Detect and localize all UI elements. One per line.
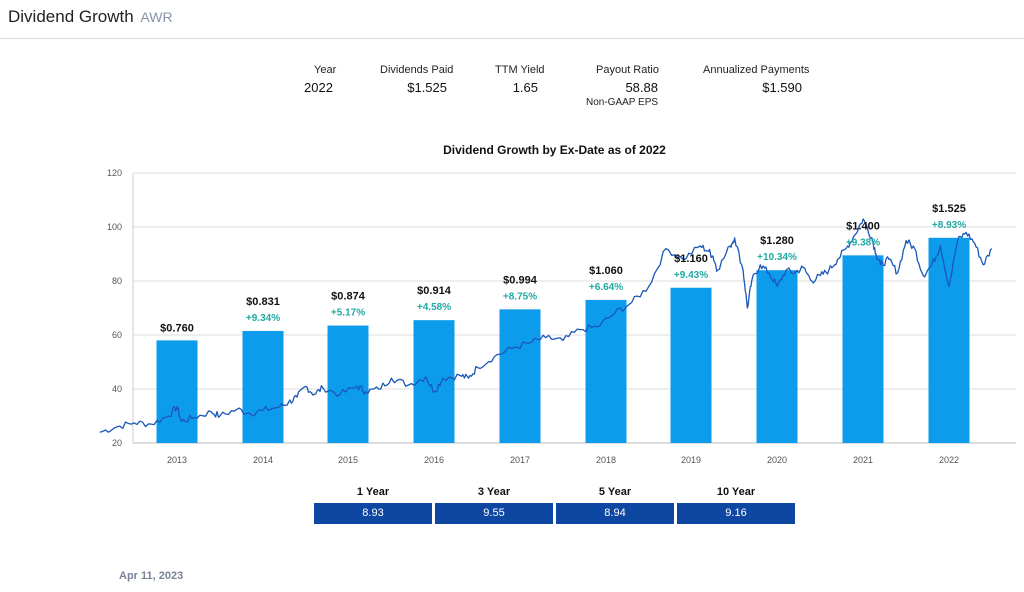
dividend-label: $1.060	[589, 265, 623, 277]
bar-2016	[413, 320, 455, 443]
bar-2015	[327, 325, 369, 443]
y-tick-label: 120	[107, 168, 122, 178]
x-tick-label: 2020	[767, 455, 787, 465]
y-tick-label: 60	[112, 330, 122, 340]
bar-2013	[156, 340, 198, 443]
dividend-growth-chart: Dividend Growth by Ex-Date as of 2022 20 4…	[99, 143, 1016, 465]
annualized-payments-value: $1.590	[762, 80, 802, 95]
y-tick-label: 20	[112, 438, 122, 448]
growth-label: +8.75%	[503, 291, 537, 302]
bars	[156, 237, 970, 443]
growth-label: +9.34%	[246, 313, 280, 324]
x-tick-label: 2013	[167, 455, 187, 465]
period-3y-label: 3 Year	[477, 486, 511, 498]
dividend-label: $0.914	[417, 285, 452, 297]
growth-label: +9.43%	[674, 270, 708, 281]
period-3y-value: 9.55	[435, 503, 553, 524]
y-tick-label: 40	[112, 384, 122, 394]
title-text: Dividend Growth	[8, 7, 134, 26]
dividend-label: $1.400	[846, 220, 880, 232]
x-tick-label: 2021	[853, 455, 873, 465]
annualized-payments-label: Annualized Payments	[703, 64, 810, 76]
x-tick-label: 2022	[939, 455, 959, 465]
payout-ratio-basis: Non-GAAP EPS	[586, 97, 659, 108]
period-5y-label: 5 Year	[598, 486, 632, 498]
period-10y-label: 10 Year	[716, 486, 756, 498]
bar-2021	[842, 255, 884, 443]
page-header: Dividend Growth AWR	[0, 0, 1024, 39]
y-tick-label: 100	[107, 222, 122, 232]
dividend-label: $0.994	[503, 274, 538, 286]
growth-label: +9.38%	[846, 237, 880, 248]
period-10y-value: 9.16	[677, 503, 795, 524]
dividend-label: $1.280	[760, 235, 794, 247]
period-5y-value: 8.94	[556, 503, 674, 524]
growth-label: +6.64%	[589, 282, 623, 293]
growth-label: +10.34%	[757, 252, 797, 263]
as-of-date: Apr 11, 2023	[119, 570, 184, 582]
dividend-label: $0.760	[160, 322, 194, 334]
bar-2018	[585, 299, 627, 443]
price-line-layer	[99, 218, 993, 433]
chart-title: Dividend Growth by Ex-Date as of 2022	[443, 143, 666, 157]
period-1y-label: 1 Year	[356, 486, 390, 498]
dividends-paid-value: $1.525	[407, 80, 447, 95]
ttm-yield-label: TTM Yield	[495, 64, 545, 76]
x-tick-label: 2017	[510, 455, 530, 465]
page-title: Dividend Growth AWR	[8, 7, 173, 27]
period-1y-value: 8.93	[314, 503, 432, 524]
x-tick-label: 2015	[338, 455, 358, 465]
x-tick-label: 2016	[424, 455, 444, 465]
bar-2014	[242, 330, 284, 443]
bar-2020	[756, 270, 798, 443]
year-value: 2022	[304, 80, 333, 95]
dividend-label: $0.874	[331, 291, 366, 303]
bar-2019	[670, 287, 712, 443]
y-tick-label: 80	[112, 276, 122, 286]
price-line	[99, 218, 993, 433]
x-tick-label: 2018	[596, 455, 616, 465]
x-tick-label: 2019	[681, 455, 701, 465]
growth-label: +8.93%	[932, 220, 966, 231]
growth-label: +4.58%	[417, 302, 451, 313]
growth-label: +5.17%	[331, 308, 365, 319]
x-tick-label: 2014	[253, 455, 273, 465]
dividend-label: $0.831	[246, 296, 280, 308]
bar-2022	[928, 237, 970, 443]
dividend-label: $1.525	[932, 203, 966, 215]
dividends-paid-label: Dividends Paid	[380, 64, 454, 76]
payout-ratio-value: 58.88	[625, 80, 658, 95]
dividend-label: $1.160	[674, 253, 708, 265]
bar-2017	[499, 309, 541, 443]
chart-labels: Dividend Growth by Ex-Date as of 2022 20 4…	[107, 143, 966, 465]
ttm-yield-value: 1.65	[512, 80, 538, 95]
year-label: Year	[314, 64, 337, 76]
payout-ratio-label: Payout Ratio	[596, 64, 659, 76]
ticker-symbol: AWR	[140, 9, 173, 25]
